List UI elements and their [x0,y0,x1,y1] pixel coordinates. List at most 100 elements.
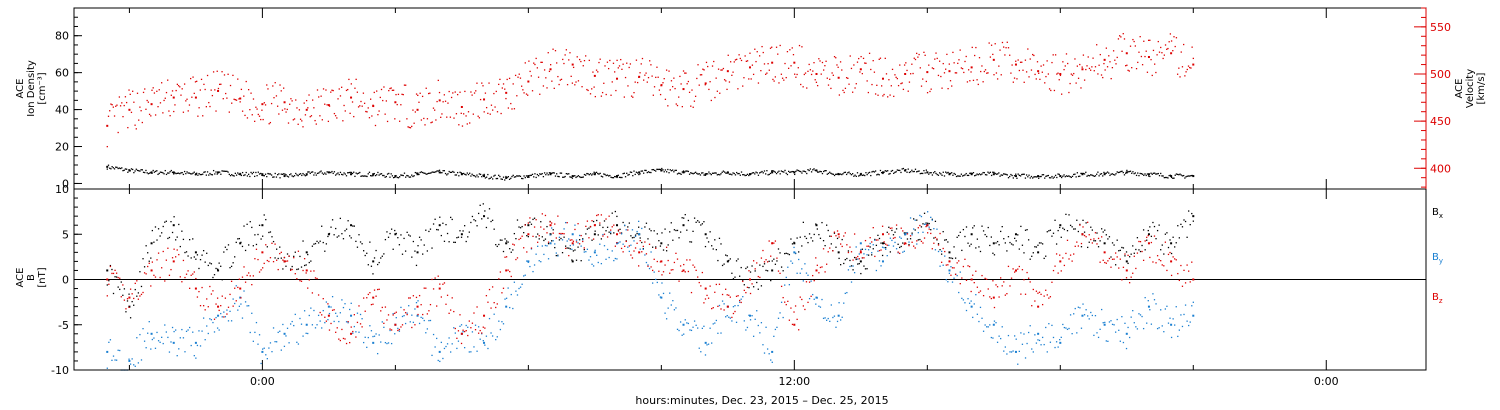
Bx-sample-dot [628,222,630,224]
velocity-sample-dot [568,59,570,61]
By-sample-dot [404,322,407,325]
By-sample-dot [238,305,241,307]
velocity-sample-dot [384,113,386,115]
Bz-sample-dot [1116,256,1118,258]
Bx-sample-dot [597,234,599,236]
density-sample-dot [755,171,757,173]
velocity-sample-dot [862,57,865,60]
Bx-sample-dot [369,241,371,243]
By-sample-dot [248,305,250,307]
Bz-sample-dot [538,235,540,237]
By-sample-dot [331,295,334,298]
velocity-sample-dot [305,99,308,102]
velocity-sample-dot [874,93,877,95]
density-sample-dot [672,169,674,171]
density-sample-dot [940,173,942,175]
Bz-sample-dot [661,274,663,276]
Bz-sample-dot [227,306,230,308]
Bz-point [239,287,242,290]
By-sample-dot [220,312,222,315]
Bz-sample-dot [726,294,728,296]
By-sample-dot [1001,326,1003,328]
velocity-sample-dot [938,60,941,62]
series-Bx [106,203,1195,319]
Bz-sample-dot [1059,254,1061,256]
density-sample-dot [543,172,546,174]
velocity-sample-dot [926,92,929,94]
Bx-sample-dot [700,224,702,226]
density-sample-dot [389,176,391,178]
Bz-sample-dot [642,245,644,248]
density-sample-dot [795,170,797,173]
velocity-sample-dot [255,106,257,108]
By-sample-dot [513,281,516,283]
Bz-sample-dot [204,309,206,311]
Bz-sample-dot [987,288,989,290]
By-sample-dot [843,302,845,304]
By-sample-dot [300,323,303,325]
By-sample-dot [330,306,332,308]
Bz-sample-dot [1055,253,1058,255]
Bx-sample-dot [760,285,763,287]
Bx-sample-dot [1082,219,1084,221]
velocity-sample-dot [595,69,598,71]
Bz-point [1081,233,1084,236]
density-sample-dot [140,169,142,171]
By-sample-dot [1167,322,1170,324]
velocity-sample-dot [1087,56,1089,58]
By-point [483,341,486,344]
Bz-sample-dot [507,269,509,271]
velocity-sample-dot [351,101,354,103]
velocity-sample-dot [924,54,926,56]
velocity-sample-dot [1036,61,1039,63]
Bx-sample-dot [1063,228,1066,231]
density-sample-dot [651,169,653,171]
density-sample-dot [1116,171,1118,173]
Bx-sample-dot [812,240,814,242]
By-sample-dot [224,316,227,318]
By-sample-dot [190,344,192,347]
velocity-point [372,105,375,108]
velocity-sample-dot [1181,66,1184,68]
Bx-sample-dot [443,240,446,242]
By-sample-dot [226,309,228,311]
Bx-sample-dot [512,249,514,251]
By-sample-dot [487,347,489,350]
velocity-sample-dot [970,71,972,73]
velocity-point [327,104,330,107]
By-sample-dot [173,330,175,333]
density-sample-dot [878,174,880,176]
Bz-sample-dot [578,243,581,245]
velocity-sample-dot [223,74,226,76]
Bz-sample-dot [516,257,519,259]
density-sample-dot [897,169,900,172]
velocity-sample-dot [786,51,789,53]
density-sample-dot [607,175,610,177]
velocity-sample-dot [960,67,963,69]
Bz-sample-dot [244,281,247,283]
Bx-point [793,242,796,245]
density-sample-dot [861,174,863,177]
By-sample-dot [944,255,946,257]
By-sample-dot [892,245,895,247]
Bx-sample-dot [665,250,668,252]
velocity-sample-dot [720,69,722,71]
velocity-sample-dot [134,124,136,126]
velocity-sample-dot [733,61,735,63]
velocity-sample-dot [752,73,755,76]
density-sample-dot [775,172,778,175]
velocity-sample-dot [1057,72,1059,74]
By-sample-dot [731,320,733,322]
density-sample-dot [202,173,204,175]
velocity-sample-dot [1135,68,1138,70]
velocity-sample-dot [299,118,302,120]
velocity-sample-dot [250,92,252,94]
Bx-sample-dot [1038,242,1041,244]
density-sample-dot [261,174,263,176]
By-sample-dot [262,348,264,350]
velocity-sample-dot [885,73,888,75]
By-sample-dot [605,258,607,260]
velocity-sample-dot [819,60,821,62]
velocity-sample-dot [365,110,367,113]
Bx-sample-dot [853,256,856,259]
